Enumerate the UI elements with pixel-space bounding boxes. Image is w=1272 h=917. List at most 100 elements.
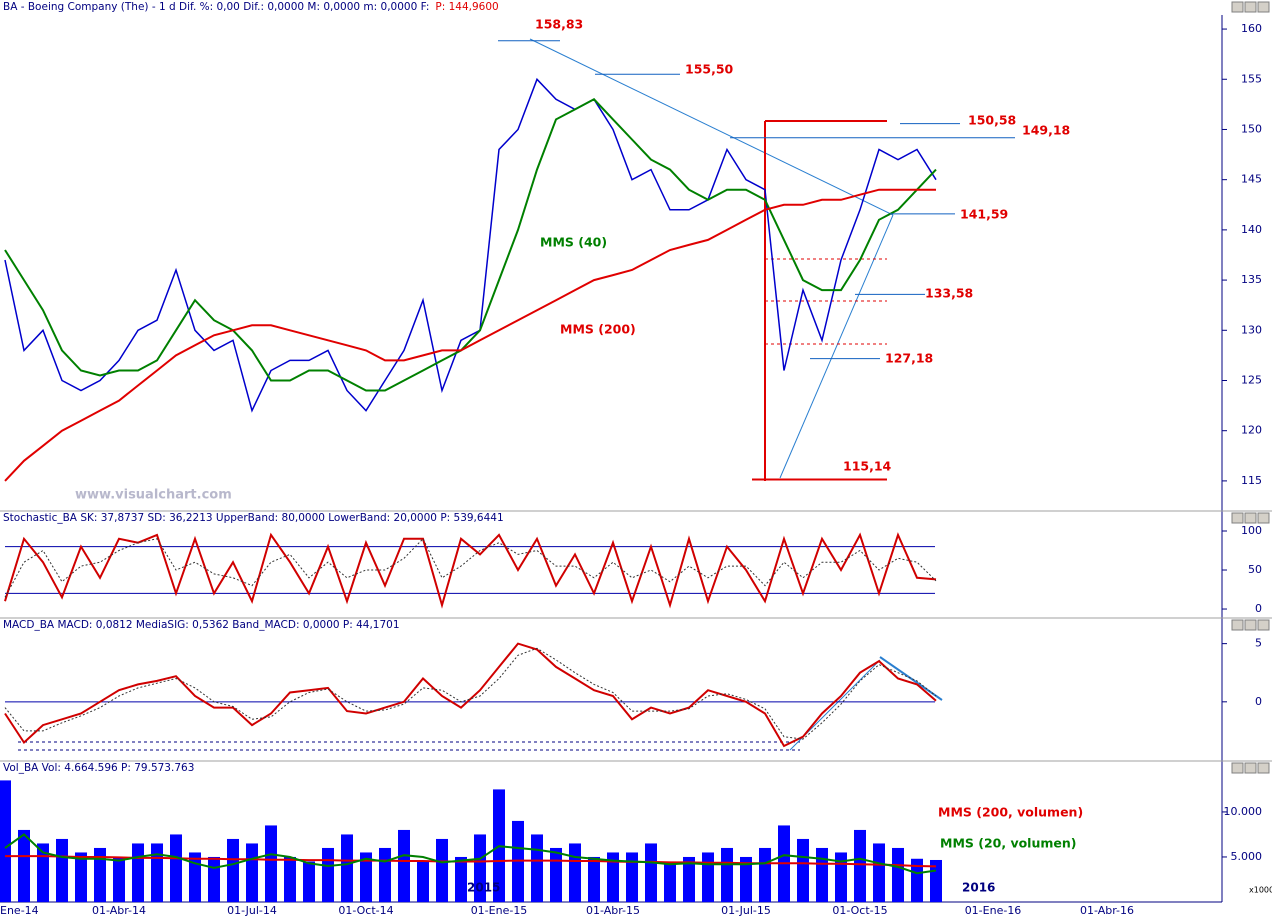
series-line [4,98,937,392]
volume-bar [56,838,68,902]
volume-bar [702,852,714,902]
volume-bar [626,852,638,902]
y-tick-label: 100 [1241,524,1262,537]
y-tick-label: 5.000 [1231,850,1263,863]
volume-bar [170,834,182,902]
series-label: MMS (200) [560,322,636,337]
series-label: MMS (200, volumen) [938,805,1083,820]
volume-bar [816,847,828,902]
volume-bar [531,834,543,902]
y-tick-label: 160 [1241,22,1262,35]
y-tick-label: 115 [1241,474,1262,487]
y-tick-label: 130 [1241,323,1262,336]
y-tick-label: 145 [1241,173,1262,186]
volume-bar [873,843,885,902]
x-tick-label: 01-Jul-14 [227,904,277,917]
panel-button [1231,512,1244,524]
volume-bar [740,856,752,902]
panel-button [1257,512,1270,524]
volume-bar [265,825,277,902]
watermark: www.visualchart.com [75,488,232,503]
volume-bar [189,852,201,902]
volume-bar [417,861,429,902]
level-label: 127,18 [885,351,933,366]
panel-button [1231,762,1244,774]
volume-bar [569,843,581,902]
level-label: 141,59 [960,207,1008,222]
volume-bar [721,847,733,902]
volume-bar [303,861,315,902]
volume-bar [607,852,619,902]
volume-bar [835,852,847,902]
panel-title: BA - Boeing Company (The) - 1 d Dif. %: … [3,1,429,13]
volume-bar [911,858,923,902]
x-tick-label: Ene-14 [0,904,39,917]
series-line [4,647,937,740]
level-label: 155,50 [685,62,734,77]
y-tick-label: 140 [1241,223,1262,236]
y-tick-label: 150 [1241,122,1262,135]
period-label: 2015 [467,881,500,895]
series-line [5,855,937,868]
trend-line [529,38,894,216]
x-tick-label: 01-Ene-15 [471,904,528,917]
volume-bar [664,861,676,902]
volume-bar [322,847,334,902]
panel-button [1231,619,1244,631]
series-label: MMS (20, volumen) [940,836,1076,851]
y-tick-label: 120 [1241,424,1262,437]
level-label: 133,58 [925,286,973,301]
x-tick-label: 01-Abr-16 [1080,904,1134,917]
drawings [18,38,943,751]
panel-button [1244,619,1257,631]
y-tick-label: 0 [1255,695,1262,708]
macd-drawing [879,656,943,701]
y-tick-label: 50 [1248,563,1262,576]
volume-bar [455,856,467,902]
x-tick-label: 01-Abr-15 [586,904,640,917]
volume-bar [246,843,258,902]
panel-button [1257,619,1270,631]
volume-bar [797,838,809,902]
panel-title: MACD_BA MACD: 0,0812 MediaSIG: 0,5362 Ba… [3,619,400,631]
series-line [4,537,937,598]
volume-bar [474,834,486,902]
volume-bar [208,856,220,902]
series-label: MMS (40) [540,235,607,250]
volume-bar [227,838,239,902]
x-tick-label: 01-Jul-15 [721,904,771,917]
volume-bar [0,780,11,902]
series-line [4,833,937,875]
x-tick-label: 01-Abr-14 [92,904,146,917]
volume-bar [132,843,144,902]
level-label: 115,14 [843,459,892,474]
volume-bar [151,843,163,902]
volume-bar [854,829,866,902]
series-line [4,532,937,609]
volume-bar [113,856,125,902]
panel-button [1257,1,1270,13]
y-tick-label: 135 [1241,273,1262,286]
volume-bar [892,847,904,902]
panel-button [1231,1,1244,13]
volume-bar [94,847,106,902]
volume-bar [360,852,372,902]
volume-bar [398,829,410,902]
period-label: 2016 [962,881,995,895]
panel-button [1244,512,1257,524]
volume-bar [18,829,30,902]
volume-bar [436,838,448,902]
volume-bar [341,834,353,902]
x-tick-label: 01-Oct-15 [832,904,887,917]
volume-bar [284,856,296,902]
volume-bar [550,847,562,902]
volume-bar [37,843,49,902]
panel-title: Vol_BA Vol: 4.664.596 P: 79.573.763 [3,762,194,774]
panel-title: Stochastic_BA SK: 37,8737 SD: 36,2213 Up… [3,512,504,524]
level-label: 150,58 [968,113,1016,128]
series-line [4,188,936,482]
series-line [4,642,937,748]
